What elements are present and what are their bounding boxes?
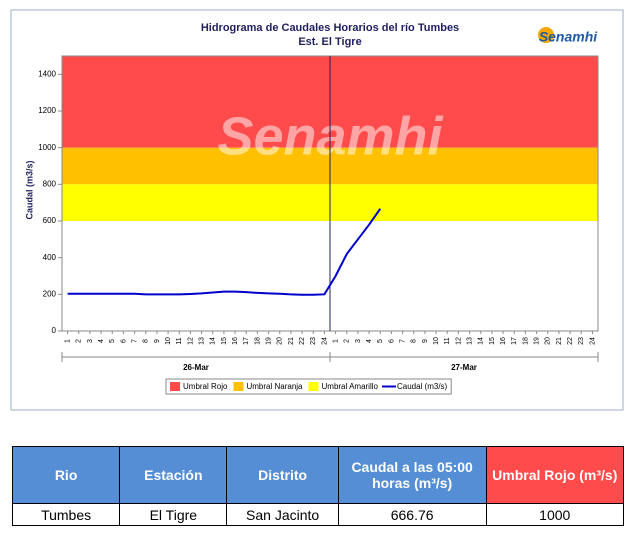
x-tick-label: 16	[500, 337, 507, 345]
x-tick-label: 15	[489, 337, 496, 345]
x-tick-label: 16	[232, 337, 239, 345]
legend-label: Umbral Amarillo	[322, 382, 379, 391]
x-tick-label: 9	[154, 339, 161, 343]
x-tick-label: 11	[444, 337, 451, 344]
x-tick-label: 14	[478, 337, 485, 345]
group-label: 26-Mar	[183, 363, 209, 372]
logo: Senamhi	[539, 29, 598, 45]
x-tick-label: 7	[131, 339, 138, 343]
table-header: Rio Estación Distrito Caudal a las 05:00 ho…	[11, 446, 625, 504]
legend-label: Umbral Naranja	[246, 382, 303, 391]
legend: Umbral Rojo Umbral Naranja Umbral Amarillo…	[165, 378, 452, 395]
x-tick-label: 15	[221, 337, 228, 345]
header-cell: Rio	[11, 446, 121, 504]
x-tick-label: 17	[511, 337, 518, 345]
group-label: 27-Mar	[451, 363, 477, 372]
x-tick-label: 4	[366, 339, 373, 343]
y-axis-label: Caudal (m3/s)	[24, 160, 34, 219]
series-line	[67, 208, 382, 296]
x-tick-label: 13	[198, 337, 205, 345]
x-tick-label: 24	[589, 337, 596, 345]
y-tick-label: 200	[43, 289, 57, 298]
y-tick-label: 800	[43, 179, 57, 188]
y-tick-label: 1400	[38, 69, 56, 78]
x-tick-label: 8	[143, 339, 150, 343]
legend-label: Umbral Rojo	[183, 382, 228, 391]
table: Rio Estación Distrito Caudal a las 05:00 ho…	[11, 446, 625, 526]
x-tick-label: 11	[176, 337, 183, 344]
x-tick-label: 6	[388, 339, 395, 343]
x-tick-label: 5	[109, 339, 116, 343]
x-tick-label: 12	[187, 337, 194, 345]
x-tick-label: 14	[210, 337, 217, 345]
chart: Hidrograma de Caudales Horarios del río …	[10, 9, 624, 411]
y-tick-label: 600	[43, 216, 57, 225]
header-cell: Caudal a las 05:00 horas (m³/s)	[337, 446, 487, 504]
x-tick-label: 22	[299, 337, 306, 345]
x-tick-label: 3	[87, 339, 94, 343]
y-tick-label: 1000	[38, 143, 56, 152]
y-tick-label: 0	[52, 326, 57, 335]
x-tick-label: 6	[120, 339, 127, 343]
x-tick-label: 12	[455, 337, 462, 345]
x-tick-label: 20	[545, 337, 552, 345]
legend-swatch	[308, 382, 319, 391]
x-tick-label: 8	[411, 339, 418, 343]
x-tick-label: 21	[288, 337, 295, 345]
cell: San Jacinto	[226, 503, 339, 526]
cell: Tumbes	[11, 503, 121, 526]
x-tick-label: 23	[310, 337, 317, 345]
x-tick-label: 19	[265, 337, 272, 345]
x-tick-label: 18	[522, 337, 529, 345]
x-tick-label: 20	[277, 337, 284, 345]
x-tick-label: 4	[98, 339, 105, 343]
x-tick-label: 10	[433, 337, 440, 345]
x-tick-label: 1	[64, 339, 71, 343]
x-tick-label: 24	[321, 337, 328, 345]
x-tick-label: 5	[377, 339, 384, 343]
x-tick-label: 7	[399, 339, 406, 343]
x-tick-label: 18	[254, 337, 261, 345]
legend-label: Caudal (m3/s)	[397, 382, 448, 391]
header-cell: Umbral Rojo (m³/s)	[485, 446, 625, 504]
x-tick-label: 2	[76, 339, 83, 343]
x-tick-label: 1	[332, 339, 339, 343]
y-tick-label: 400	[43, 253, 57, 262]
x-tick-label: 19	[533, 337, 540, 345]
x-tick-label: 21	[556, 337, 563, 345]
cell: 666.76	[337, 503, 487, 526]
header-cell: Estación	[119, 446, 228, 504]
logo-sun	[538, 27, 554, 43]
x-tick-label: 2	[344, 339, 351, 343]
x-tick-label: 3	[355, 339, 362, 343]
cell: 1000	[485, 503, 625, 526]
cell: El Tigre	[119, 503, 228, 526]
legend-swatch	[170, 382, 180, 391]
chart-subtitle: Est. El Tigre	[298, 36, 361, 48]
x-tick-label: 23	[578, 337, 585, 345]
x-tick-label: 22	[567, 337, 574, 345]
x-tick-label: 13	[466, 337, 473, 345]
header-cell: Distrito	[226, 446, 339, 504]
chart-title: Hidrograma de Caudales Horarios del río …	[201, 22, 459, 34]
x-tick-label: 17	[243, 337, 250, 345]
x-tick-label: 10	[165, 337, 172, 345]
x-tick-label: 9	[422, 339, 429, 343]
table-row: Tumbes El Tigre San Jacinto 666.76 1000	[11, 503, 625, 526]
legend-swatch	[233, 382, 244, 391]
y-tick-label: 1200	[38, 106, 56, 115]
